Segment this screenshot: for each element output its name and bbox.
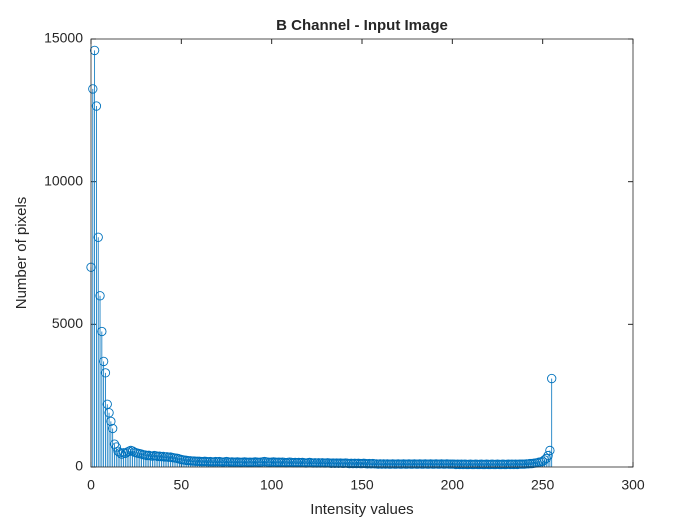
axes-box [90,38,634,468]
stem-marker [124,446,134,456]
stem-marker [104,408,114,418]
stem-marker [97,326,107,337]
chart-title: B Channel - Input Image [276,17,448,34]
stem-marker [89,45,100,56]
stem-marker [100,368,111,378]
y-tick-label: 5000 [52,315,83,331]
x-tick-label: 150 [350,477,374,493]
stem-marker [106,416,116,426]
stem-marker [108,423,118,434]
plot-area [91,39,633,467]
x-tick-label: 0 [87,477,95,493]
stem-marker [541,453,551,464]
y-axis-label: Number of pixels [13,197,30,310]
stem-marker [93,232,103,242]
x-tick-label: 100 [260,477,284,493]
stem-marker [95,291,105,301]
x-tick-label: 50 [174,477,190,493]
stem-marker [109,439,120,449]
x-tick-label: 200 [441,477,465,493]
stem-marker [91,101,102,111]
x-tick-label: 250 [531,477,555,493]
stem-marker [543,450,553,461]
y-tick-label: 10000 [44,172,83,188]
stem-marker [547,373,557,384]
y-tick-label: 15000 [44,30,83,46]
x-axis-label: Intensity values [310,501,413,518]
stem-marker [98,356,109,367]
stem-marker [102,399,112,409]
stem-marker [88,84,98,94]
stem-marker [115,448,125,458]
stem-marker [545,445,555,456]
y-tick-label: 0 [75,458,83,474]
x-tick-label: 300 [621,477,645,493]
